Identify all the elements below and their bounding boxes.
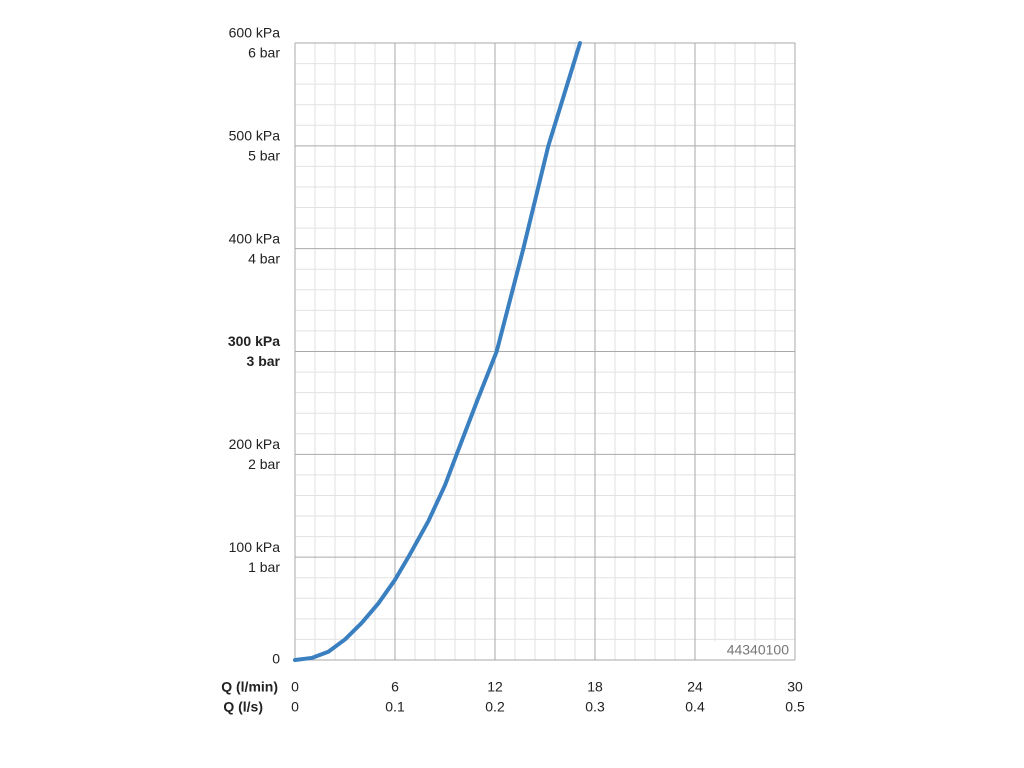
marks [293, 41, 582, 662]
y-tick-sublabel: 6 bar [248, 45, 280, 61]
x-tick-label: 12 [487, 679, 503, 695]
y-tick-sublabel: 2 bar [248, 456, 280, 472]
y-tick-label: 500 kPa [229, 128, 281, 144]
x2-tick-label: 0.2 [485, 699, 505, 715]
y-tick-label: 0 [272, 651, 280, 667]
y-tick-sublabel: 1 bar [248, 559, 280, 575]
x-tick-label: 30 [787, 679, 803, 695]
x2-tick-label: 0.1 [385, 699, 405, 715]
x2-axis-label: Q (l/s) [223, 699, 263, 715]
x-tick-label: 6 [391, 679, 399, 695]
x2-tick-label: 0.4 [685, 699, 705, 715]
x2-tick-label: 0 [291, 699, 299, 715]
y-tick-label: 100 kPa [229, 539, 281, 555]
y-tick-label: 200 kPa [229, 436, 281, 452]
y-tick-sublabel: 5 bar [248, 148, 280, 164]
x-tick-label: 18 [587, 679, 603, 695]
y-tick-sublabel: 4 bar [248, 250, 280, 266]
annotation-background [708, 641, 792, 659]
data-line [293, 41, 582, 662]
x-axis-label: Q (l/min) [221, 679, 278, 695]
y-tick-label: 600 kPa [229, 25, 281, 41]
y-tick-label: 400 kPa [229, 230, 281, 246]
x-tick-label: 24 [687, 679, 703, 695]
y-tick-label: 300 kPa [228, 333, 280, 349]
grid [294, 42, 796, 661]
x-tick-label: 0 [291, 679, 299, 695]
annotation: 44340100 [727, 642, 790, 658]
x2-tick-label: 0.5 [785, 699, 805, 715]
y-tick-sublabel: 3 bar [247, 353, 281, 369]
x2-tick-label: 0.3 [585, 699, 605, 715]
